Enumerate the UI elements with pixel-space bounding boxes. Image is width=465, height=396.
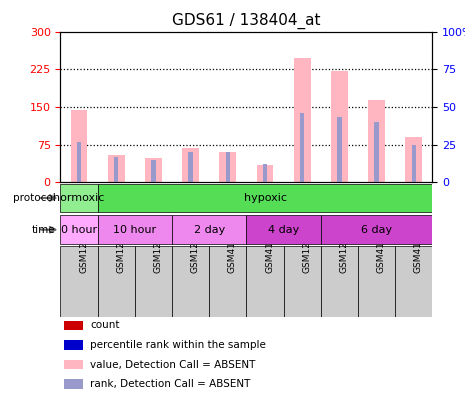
Bar: [182, 148, 199, 182]
Bar: [71, 110, 87, 182]
Bar: [172, 246, 209, 317]
Bar: [226, 152, 230, 182]
Bar: [64, 379, 83, 389]
Bar: [64, 360, 83, 369]
Bar: [263, 164, 267, 182]
Text: percentile rank within the sample: percentile rank within the sample: [90, 340, 266, 350]
Bar: [114, 156, 119, 182]
Text: GSM4179: GSM4179: [377, 230, 385, 273]
Bar: [135, 246, 172, 317]
Text: protocol: protocol: [13, 193, 56, 203]
Bar: [412, 145, 416, 182]
Text: 0 hour: 0 hour: [61, 225, 97, 235]
Bar: [405, 137, 422, 182]
Bar: [60, 246, 98, 317]
Bar: [64, 340, 83, 350]
Bar: [395, 246, 432, 317]
Bar: [172, 215, 246, 244]
Bar: [321, 246, 358, 317]
Bar: [209, 246, 246, 317]
Title: GDS61 / 138404_at: GDS61 / 138404_at: [172, 13, 321, 29]
Text: hypoxic: hypoxic: [244, 193, 286, 203]
Text: 6 day: 6 day: [361, 225, 392, 235]
Bar: [368, 101, 385, 182]
Text: 4 day: 4 day: [268, 225, 299, 235]
Bar: [246, 246, 284, 317]
Bar: [294, 58, 311, 182]
Text: 10 hour: 10 hour: [113, 225, 156, 235]
Text: GSM1223: GSM1223: [302, 230, 311, 273]
Bar: [358, 246, 395, 317]
Bar: [246, 215, 321, 244]
Bar: [321, 215, 432, 244]
Text: GSM4176: GSM4176: [265, 230, 274, 273]
Text: count: count: [90, 320, 120, 330]
Text: GSM1220: GSM1220: [191, 230, 199, 273]
Bar: [257, 165, 273, 182]
Bar: [98, 215, 172, 244]
Text: rank, Detection Call = ABSENT: rank, Detection Call = ABSENT: [90, 379, 251, 389]
Bar: [108, 154, 125, 182]
Text: value, Detection Call = ABSENT: value, Detection Call = ABSENT: [90, 360, 256, 369]
Text: GSM1231: GSM1231: [116, 230, 125, 273]
Bar: [331, 71, 348, 182]
Text: GSM4173: GSM4173: [228, 230, 237, 273]
Text: time: time: [32, 225, 56, 235]
Bar: [374, 122, 379, 182]
Text: GSM1228: GSM1228: [79, 230, 88, 273]
Text: GSM1217: GSM1217: [153, 230, 162, 273]
Bar: [337, 118, 342, 182]
Bar: [145, 158, 162, 182]
Bar: [60, 184, 98, 212]
Bar: [284, 246, 321, 317]
Text: 2 day: 2 day: [193, 225, 225, 235]
Text: GSM1226: GSM1226: [339, 230, 348, 273]
Bar: [98, 246, 135, 317]
Text: GSM4182: GSM4182: [414, 230, 423, 273]
Bar: [219, 152, 236, 182]
Text: normoxic: normoxic: [53, 193, 105, 203]
Bar: [64, 321, 83, 330]
Bar: [77, 141, 81, 182]
Bar: [151, 160, 156, 182]
Bar: [300, 113, 305, 182]
Bar: [60, 215, 98, 244]
Bar: [188, 152, 193, 182]
